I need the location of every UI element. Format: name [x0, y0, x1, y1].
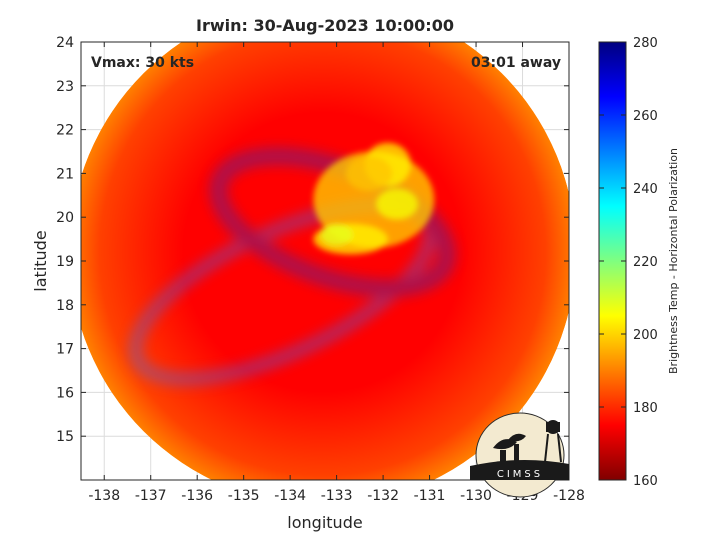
chart-title: Irwin: 30-Aug-2023 10:00:00: [196, 16, 454, 35]
cold-cloud-feature: [345, 155, 393, 191]
y-tick-label: 22: [56, 123, 74, 139]
x-tick-label: -131: [414, 488, 446, 504]
x-tick-label: -135: [228, 488, 260, 504]
x-tick-label: -134: [274, 488, 306, 504]
y-tick-label: 20: [56, 210, 74, 226]
y-tick-label: 17: [56, 342, 74, 358]
axis-ticks: -138-137-136-135-134-133-132-131-130-129…: [56, 35, 585, 504]
vmax-annotation: Vmax: 30 kts: [91, 55, 194, 71]
x-tick-label: -137: [135, 488, 167, 504]
logo-text: CIMSS: [497, 469, 543, 480]
y-tick-label: 21: [56, 166, 74, 182]
swath-field: [81, 42, 569, 480]
y-tick-label: 18: [56, 298, 74, 314]
colorbar-tick-label: 220: [633, 255, 658, 270]
x-tick-label: -138: [88, 488, 120, 504]
x-tick-label: -130: [460, 488, 492, 504]
x-tick-label: -133: [321, 488, 353, 504]
colorbar: 160 180 200 220 240 260 280 Brightness Temp - …: [598, 36, 680, 489]
colorbar-tick-label: 260: [633, 109, 658, 124]
cold-cloud-feature: [320, 223, 353, 246]
x-tick-label: -132: [367, 488, 399, 504]
colorbar-tick-label: 180: [633, 401, 658, 416]
y-tick-label: 19: [56, 254, 74, 270]
y-tick-label: 16: [56, 385, 74, 401]
y-tick-label: 23: [56, 79, 74, 95]
time-away-annotation: 03:01 away: [471, 55, 561, 71]
colorbar-tick-label: 200: [633, 328, 658, 343]
x-tick-label: -136: [181, 488, 213, 504]
x-axis-label: longitude: [287, 513, 362, 532]
cold-cloud-feature: [376, 188, 418, 220]
colorbar-tick-label: 280: [633, 36, 658, 51]
y-axis-label: latitude: [31, 230, 50, 291]
colorbar-ticks: 160 180 200 220 240 260 280: [599, 36, 658, 489]
colorbar-label: Brightness Temp - Horizontal Polarizatio…: [667, 148, 680, 374]
x-tick-label: -128: [553, 488, 585, 504]
colorbar-tick-label: 240: [633, 182, 658, 197]
y-tick-label: 15: [56, 429, 74, 445]
colorbar-tick-label: 160: [633, 474, 658, 489]
cimss-logo: CIMSS: [470, 412, 569, 498]
y-tick-label: 24: [56, 35, 74, 51]
